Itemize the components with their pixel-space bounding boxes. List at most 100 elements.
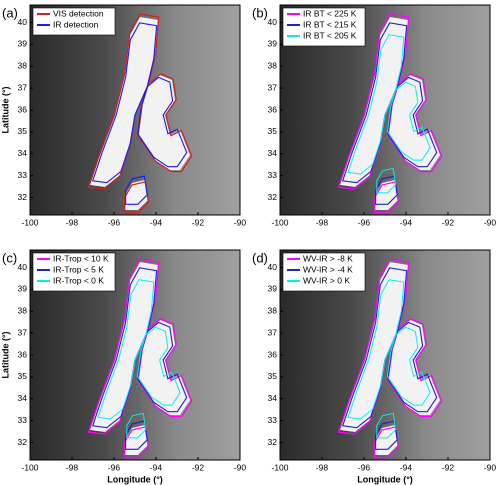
y-tick-label: 33 — [18, 170, 28, 180]
contour — [341, 22, 408, 184]
contour — [91, 267, 158, 429]
y-tick-label: 32 — [268, 437, 278, 447]
contour — [375, 175, 398, 205]
contour — [387, 321, 438, 413]
cloud — [340, 17, 408, 187]
contour — [387, 76, 438, 168]
contour — [126, 412, 147, 439]
x-tick-label: -96 — [108, 462, 121, 472]
x-tick-label: -98 — [66, 217, 79, 227]
y-tick-label: 40 — [18, 17, 28, 27]
y-axis-label: Latitude (°) — [0, 86, 10, 133]
cloud — [138, 75, 190, 170]
contour — [376, 167, 397, 194]
y-tick-label: 34 — [268, 393, 278, 403]
contour — [136, 326, 181, 406]
contour — [125, 420, 148, 450]
panel-label: (b) — [252, 5, 268, 20]
x-tick-label: -98 — [316, 217, 329, 227]
y-tick-label: 34 — [18, 148, 28, 158]
y-tick-label: 40 — [18, 262, 28, 272]
x-tick-label: -92 — [192, 217, 205, 227]
x-tick-label: -90 — [484, 462, 497, 472]
contour — [374, 426, 400, 459]
y-tick-label: 36 — [18, 349, 28, 359]
legend-label: WV-IR > -8 K — [303, 253, 353, 263]
x-tick-label: -90 — [234, 217, 247, 227]
contour — [125, 175, 148, 205]
contour — [386, 326, 431, 406]
contour — [347, 279, 405, 420]
panel: WV-IR > -8 KWV-IR > -4 KWV-IR > 0 K -100 -… — [268, 249, 497, 472]
contour — [124, 426, 150, 459]
x-tick-label: -90 — [484, 217, 497, 227]
y-tick-label: 37 — [268, 82, 278, 92]
y-tick-label: 34 — [268, 148, 278, 158]
x-tick-label: -98 — [66, 462, 79, 472]
y-tick-label: 35 — [268, 126, 278, 136]
contour — [124, 181, 150, 214]
contour — [341, 267, 408, 429]
contour — [137, 76, 188, 168]
x-tick-label: -100 — [21, 217, 38, 227]
legend-box — [32, 7, 116, 36]
y-tick-label: 38 — [268, 61, 278, 71]
contour — [137, 73, 193, 173]
x-tick-label: -92 — [442, 217, 455, 227]
y-tick-label: 38 — [268, 306, 278, 316]
y-tick-label: 40 — [268, 262, 278, 272]
contour — [374, 181, 400, 214]
x-tick-label: -90 — [234, 462, 247, 472]
x-tick-label: -94 — [150, 462, 163, 472]
contour — [137, 321, 188, 413]
contour — [97, 279, 155, 420]
contour — [387, 73, 443, 173]
contour — [387, 318, 443, 418]
y-tick-label: 38 — [18, 306, 28, 316]
y-tick-label: 36 — [268, 349, 278, 359]
y-tick-label: 39 — [268, 39, 278, 49]
cloud — [138, 320, 190, 415]
cloud — [90, 17, 158, 187]
legend-label: WV-IR > -4 K — [303, 264, 353, 274]
y-tick-label: 36 — [18, 104, 28, 114]
x-tick-label: -94 — [150, 217, 163, 227]
panel-label: (a) — [2, 5, 18, 20]
x-axis-label: Longitude (°) — [357, 474, 413, 484]
y-tick-label: 36 — [268, 104, 278, 114]
y-tick-label: 33 — [268, 415, 278, 425]
cloud — [340, 262, 408, 432]
contour — [137, 318, 193, 418]
y-tick-label: 32 — [18, 192, 28, 202]
legend-label: IR-Trop < 5 K — [53, 264, 104, 274]
x-tick-label: -100 — [271, 462, 288, 472]
y-tick-label: 35 — [18, 371, 28, 381]
y-axis-label: Latitude (°) — [0, 331, 10, 378]
y-tick-label: 37 — [18, 82, 28, 92]
y-tick-label: 37 — [18, 327, 28, 337]
x-axis-label: Longitude (°) — [107, 474, 163, 484]
cloud — [388, 75, 440, 170]
panel-label: (d) — [252, 250, 268, 265]
y-tick-label: 33 — [18, 415, 28, 425]
contour — [386, 81, 431, 161]
y-tick-label: 39 — [18, 284, 28, 294]
x-tick-label: -96 — [358, 462, 371, 472]
panel-label: (c) — [2, 250, 17, 265]
cloud — [90, 262, 158, 432]
x-tick-label: -96 — [108, 217, 121, 227]
y-tick-label: 35 — [268, 371, 278, 381]
panel: IR BT < 225 KIR BT < 215 KIR BT < 205 K -… — [268, 4, 497, 227]
legend-label: WV-IR > 0 K — [303, 275, 350, 285]
y-tick-label: 38 — [18, 61, 28, 71]
y-tick-label: 40 — [268, 17, 278, 27]
x-tick-label: -94 — [400, 462, 413, 472]
legend-label: IR-Trop < 0 K — [53, 275, 104, 285]
cloud — [388, 320, 440, 415]
contour — [91, 22, 158, 184]
legend-label: IR BT < 205 K — [303, 30, 357, 40]
x-tick-label: -100 — [21, 462, 38, 472]
y-tick-label: 37 — [268, 327, 278, 337]
